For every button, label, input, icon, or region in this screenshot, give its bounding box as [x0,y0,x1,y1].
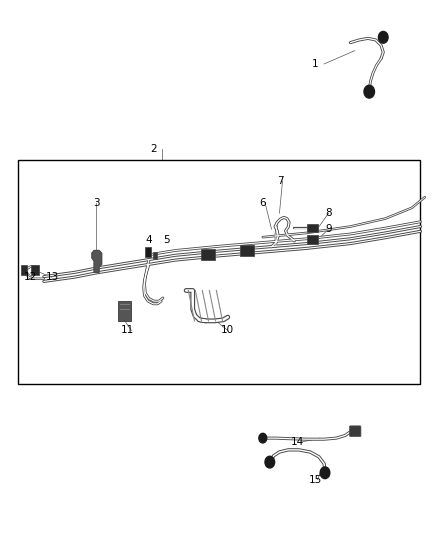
Text: 2: 2 [150,144,157,154]
FancyBboxPatch shape [307,224,318,232]
Bar [18,160,420,384]
FancyBboxPatch shape [201,249,215,260]
Text: 8: 8 [325,208,332,218]
Circle shape [320,467,330,479]
Circle shape [378,31,388,43]
Text: 6: 6 [259,198,266,207]
Text: 15: 15 [309,475,322,484]
FancyBboxPatch shape [153,252,157,259]
Polygon shape [92,251,102,272]
FancyBboxPatch shape [118,301,131,321]
Circle shape [364,85,374,98]
Text: 12: 12 [24,272,37,282]
Text: 7: 7 [277,176,284,186]
FancyBboxPatch shape [350,426,361,437]
Circle shape [265,456,275,468]
Text: 3: 3 [93,198,100,207]
FancyBboxPatch shape [21,265,27,275]
Text: 4: 4 [145,235,152,245]
FancyBboxPatch shape [307,235,318,244]
Text: 5: 5 [163,235,170,245]
Text: 14: 14 [291,438,304,447]
Text: 1: 1 [312,59,319,69]
Text: 11: 11 [120,326,134,335]
Text: 9: 9 [325,224,332,234]
Circle shape [259,433,267,443]
FancyBboxPatch shape [31,265,39,275]
Text: 13: 13 [46,272,59,282]
Text: 10: 10 [221,326,234,335]
FancyBboxPatch shape [145,247,151,257]
FancyBboxPatch shape [240,245,254,256]
